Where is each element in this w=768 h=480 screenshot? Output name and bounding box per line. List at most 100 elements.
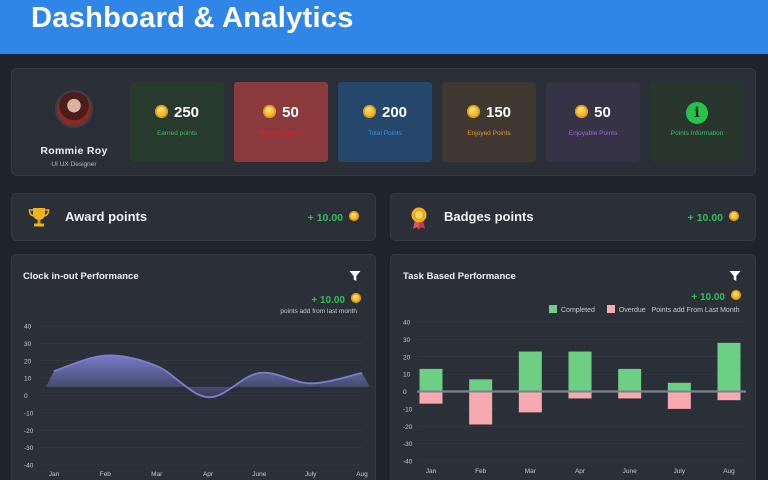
award-points-card[interactable]: Award points + 10.00 — [11, 193, 376, 241]
bar-completed — [419, 368, 443, 391]
stat-label: Enjoyed Points — [467, 130, 511, 137]
area-series-line — [53, 354, 363, 399]
y-tick-label: 20 — [403, 354, 411, 361]
badges-points-card[interactable]: Badges points + 10.00 — [390, 193, 756, 241]
legend-overdue: Overdue — [618, 307, 646, 314]
award-points-value: + 10.00 — [307, 212, 343, 224]
x-tick-label: June — [252, 471, 266, 478]
y-tick-label: -10 — [403, 406, 413, 413]
bar-completed — [717, 342, 741, 391]
x-tick-label: Apr — [203, 471, 214, 478]
x-tick-label: Aug — [356, 471, 368, 478]
stats-panel: Rommie Roy UI UX Designer 250 Earned poi… — [11, 68, 756, 176]
task-chart-points: + 10.00 — [691, 292, 725, 303]
stat-card-earned[interactable]: 250 Earned points — [130, 82, 224, 162]
chart-legend: Completed Overdue Points add From Last M… — [549, 305, 740, 314]
y-tick-label: -40 — [24, 463, 34, 470]
clock-chart-title: Clock in-out Performance — [23, 271, 139, 282]
bar-completed — [667, 382, 691, 391]
y-tick-label: -20 — [403, 424, 413, 431]
bar-overdue — [667, 392, 691, 409]
points-information-card[interactable]: i Points Information — [650, 82, 744, 162]
x-tick-label: Aug — [723, 468, 735, 475]
page-title: Dashboard & Analytics — [31, 2, 354, 34]
coin-icon — [263, 105, 277, 118]
task-bar-chart: 40 30 20 10 0 -10 -20 -30 -40 Jan Feb Mar Apr June Jul… — [403, 320, 746, 475]
stat-value: 50 — [594, 104, 611, 121]
award-points-title: Award points — [65, 209, 148, 224]
y-tick-label: -30 — [24, 445, 34, 452]
coin-icon — [731, 290, 741, 300]
header-bar: Dashboard & Analytics — [0, 0, 768, 54]
stat-value: 150 — [485, 104, 512, 121]
stat-value: 200 — [381, 104, 408, 121]
profile-name: Rommie Roy — [40, 145, 108, 157]
coin-icon — [351, 293, 361, 303]
coin-icon — [575, 105, 589, 118]
points-information-label: Points Information — [670, 130, 724, 137]
stat-label: Earned points — [156, 130, 198, 137]
profile-card[interactable]: Rommie Roy UI UX Designer — [24, 81, 124, 168]
y-tick-label: -30 — [403, 441, 413, 448]
stat-label: Negative points — [258, 130, 304, 137]
filter-icon[interactable] — [729, 270, 741, 282]
filter-icon[interactable] — [349, 270, 361, 282]
y-tick-label: 40 — [403, 320, 411, 327]
x-tick-label: Feb — [475, 468, 487, 475]
avatar[interactable] — [55, 90, 93, 128]
clock-chart-points: + 10.00 — [311, 295, 345, 306]
y-tick-label: 10 — [24, 376, 32, 383]
bar-overdue — [568, 392, 592, 399]
badges-points-title: Badges points — [444, 209, 534, 224]
stat-card-total[interactable]: 200 Total Points — [338, 82, 432, 162]
bar-completed — [618, 368, 642, 391]
badges-points-value: + 10.00 — [687, 212, 723, 224]
bar-overdue — [618, 392, 642, 399]
y-tick-label: 0 — [403, 389, 407, 396]
bar-overdue — [717, 392, 741, 401]
y-tick-label: -40 — [403, 459, 413, 466]
legend-completed: Completed — [561, 307, 595, 314]
y-tick-label: -20 — [24, 428, 34, 435]
y-tick-label: 30 — [24, 341, 32, 348]
coin-icon — [362, 105, 376, 118]
stat-card-enjoyable[interactable]: 50 Enjoyable Points — [546, 82, 640, 162]
coin-icon — [349, 211, 359, 221]
bar-completed — [518, 351, 542, 391]
stat-label: Enjoyable Points — [568, 130, 618, 137]
bar-completed — [568, 351, 592, 391]
y-tick-label: 20 — [24, 358, 32, 365]
y-tick-label: 30 — [403, 337, 411, 344]
x-tick-label: Mar — [151, 471, 163, 478]
bar-overdue — [469, 392, 493, 425]
profile-role: UI UX Designer — [51, 161, 97, 168]
stat-value: 50 — [282, 104, 299, 121]
task-chart-title: Task Based Performance — [403, 271, 516, 282]
x-tick-label: Feb — [100, 471, 112, 478]
y-tick-label: -10 — [24, 410, 34, 417]
x-tick-label: July — [305, 471, 317, 478]
coin-icon — [466, 105, 480, 118]
x-tick-label: Jan — [49, 471, 60, 478]
clock-area-chart: 40 30 20 10 0 -10 -20 -30 -40 Jan Feb Mar Apr June Jul… — [24, 324, 370, 478]
coin-icon — [154, 105, 168, 118]
trophy-icon — [28, 208, 50, 227]
legend-swatch-completed — [549, 305, 557, 313]
medal-icon — [411, 207, 427, 230]
y-tick-label: 40 — [24, 324, 32, 331]
stat-card-negative[interactable]: 50 Negative points — [234, 82, 328, 162]
task-chart-subtitle: Points add From Last Month — [651, 307, 740, 314]
legend-swatch-overdue — [606, 305, 615, 313]
clock-performance-card: Clock in-out Performance + 10.00 points … — [11, 254, 376, 480]
x-tick-label: June — [623, 468, 637, 475]
bar-completed — [469, 379, 493, 391]
stat-label: Total Points — [368, 130, 402, 137]
x-tick-label: Apr — [575, 468, 586, 475]
stat-value: 250 — [173, 104, 200, 121]
bar-overdue — [419, 392, 443, 404]
clock-chart-subtitle: points add from last month — [280, 308, 357, 315]
y-tick-label: 0 — [24, 393, 28, 400]
x-tick-label: Jan — [426, 468, 437, 475]
info-icon: i — [686, 102, 708, 124]
stat-card-enjoyed[interactable]: 150 Enjoyed Points — [442, 82, 536, 162]
